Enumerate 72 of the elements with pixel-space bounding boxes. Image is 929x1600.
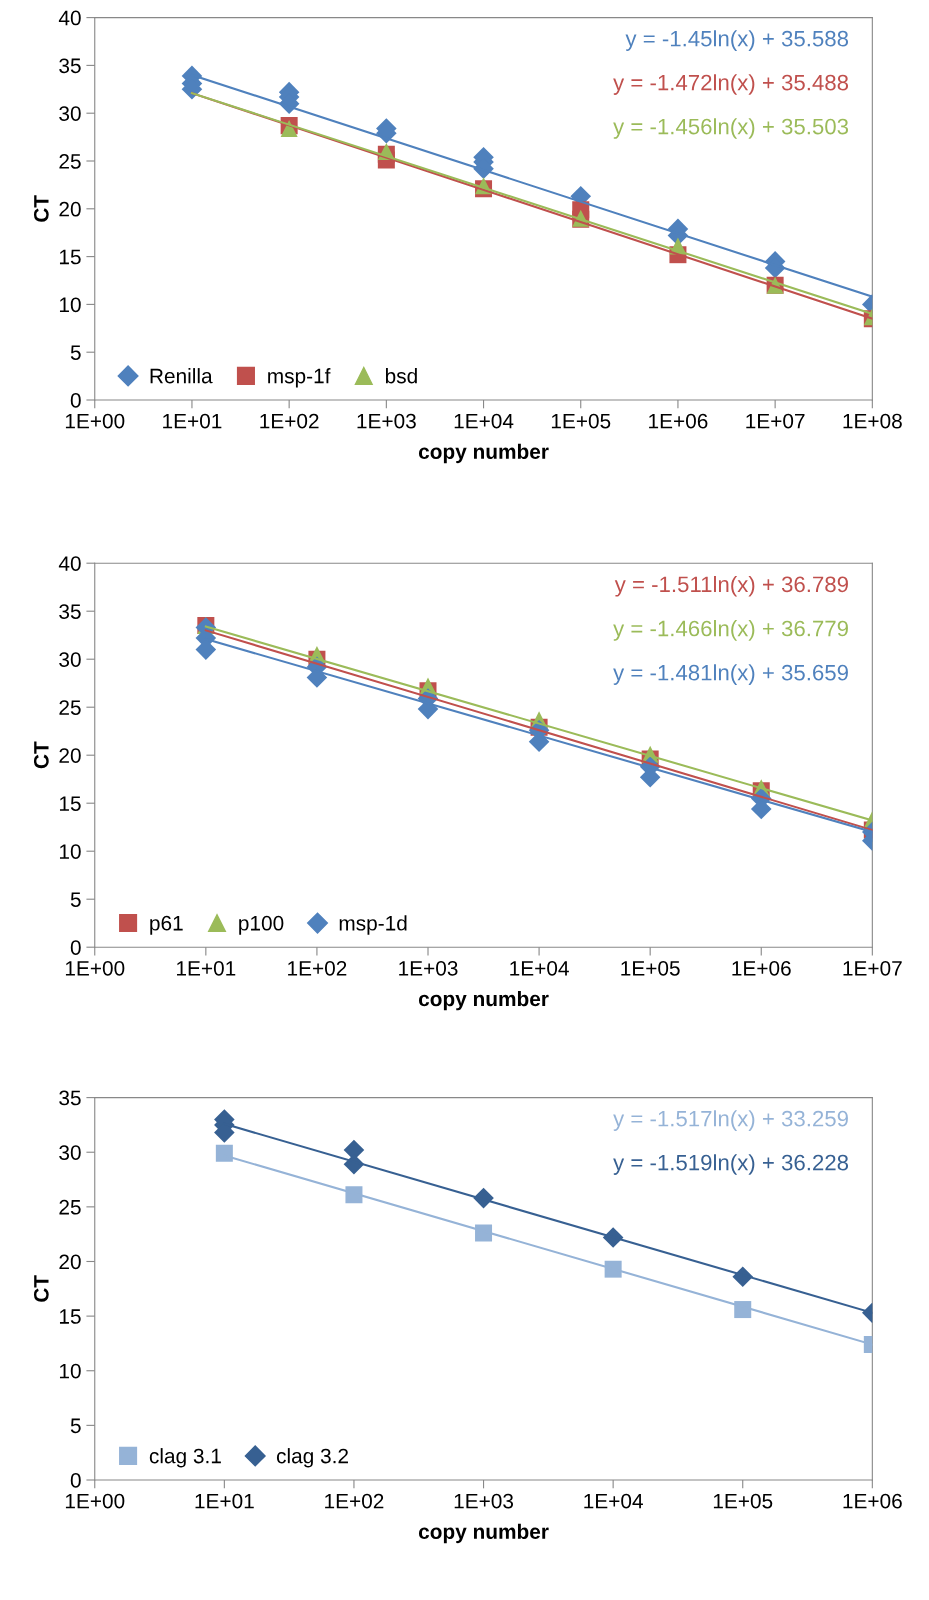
- x-tick-label: 1E+05: [621, 960, 680, 976]
- y-tick-label: 35: [59, 58, 81, 74]
- x-tick-label: 1E+02: [260, 413, 319, 429]
- annotation: y = -1.456ln(x) + 35.503: [613, 118, 849, 139]
- x-tick-label: 1E+00: [65, 413, 125, 429]
- y-tick-label: 25: [59, 154, 81, 169]
- x-tick-label: 1E+04: [510, 960, 569, 976]
- y-tick-label: 25: [59, 1199, 81, 1215]
- y-tick-label: 10: [59, 844, 81, 859]
- legend-label: bsd: [385, 368, 417, 384]
- x-axis-title: copy number: [418, 1523, 549, 1544]
- y-tick-label: 15: [59, 796, 81, 811]
- legend-label: p100: [239, 915, 284, 935]
- x-tick-label: 1E+04: [454, 413, 514, 429]
- legend-label: msp-1d: [339, 915, 407, 935]
- y-tick-label: 30: [59, 652, 81, 667]
- y-tick-label: 15: [59, 249, 81, 265]
- y-tick-label: 0: [70, 1473, 81, 1488]
- x-tick-label: 1E+06: [843, 1493, 902, 1509]
- x-tick-label: 1E+08: [843, 413, 902, 429]
- y-tick-label: 35: [59, 1090, 81, 1106]
- x-axis-title: copy number: [418, 990, 549, 1011]
- y-tick-label: 15: [59, 1309, 81, 1324]
- annotation: y = -1.511ln(x) + 36.789: [614, 575, 848, 597]
- x-tick-label: 1E+06: [732, 960, 791, 976]
- y-tick-label: 20: [59, 201, 81, 217]
- x-tick-label: 1E+04: [584, 1493, 643, 1509]
- x-tick-label: 1E+03: [357, 413, 416, 429]
- x-tick-label: 1E+01: [177, 960, 236, 976]
- y-axis-title: CT: [33, 741, 49, 769]
- x-tick-label: 1E+00: [65, 1493, 125, 1509]
- annotation: y = -1.466ln(x) + 36.779: [613, 620, 848, 641]
- x-tick-label: 1E+02: [325, 1493, 384, 1509]
- annotation: y = -1.481ln(x) + 35.659: [613, 664, 848, 685]
- x-tick-label: 1E+05: [713, 1493, 773, 1509]
- y-tick-label: 20: [59, 748, 81, 763]
- legend-label: clag 3.1: [149, 1448, 221, 1468]
- annotation: y = -1.472ln(x) + 35.488: [613, 74, 849, 95]
- y-tick-label: 40: [58, 10, 81, 26]
- y-tick-label: 30: [59, 106, 81, 121]
- y-tick-label: 0: [70, 940, 81, 955]
- x-tick-label: 1E+01: [163, 413, 222, 429]
- x-tick-label: 1E+07: [746, 413, 805, 429]
- y-tick-label: 5: [70, 1418, 81, 1434]
- x-tick-label: 1E+03: [399, 960, 458, 976]
- legend-label: p61: [150, 915, 183, 935]
- y-axis-title: CT: [33, 1275, 49, 1302]
- annotation: y = -1.519ln(x) + 36.228: [613, 1154, 849, 1175]
- legend-label: clag 3.2: [276, 1448, 348, 1468]
- y-axis-title: CT: [33, 195, 49, 222]
- x-tick-label: 1E+06: [649, 413, 708, 429]
- x-tick-label: 1E+02: [288, 960, 347, 976]
- y-tick-label: 25: [59, 700, 81, 715]
- y-tick-label: 35: [59, 604, 81, 619]
- y-tick-label: 30: [59, 1145, 81, 1160]
- x-tick-label: 1E+00: [65, 960, 125, 976]
- y-tick-label: 0: [70, 393, 81, 408]
- x-tick-label: 1E+03: [454, 1493, 514, 1509]
- y-tick-label: 5: [70, 345, 81, 360]
- x-tick-label: 1E+05: [551, 413, 611, 429]
- y-tick-label: 40: [58, 556, 81, 571]
- y-tick-label: 20: [59, 1254, 81, 1270]
- legend-label: Renilla: [150, 368, 213, 384]
- annotation: y = -1.517ln(x) + 33.259: [613, 1110, 848, 1131]
- annotation: y = -1.45ln(x) + 35.588: [625, 30, 849, 51]
- y-tick-label: 10: [59, 1363, 81, 1379]
- x-axis-title: copy number: [418, 443, 549, 464]
- x-tick-label: 1E+07: [843, 960, 902, 976]
- y-tick-label: 10: [59, 297, 81, 313]
- legend-label: msp-1f: [268, 368, 331, 388]
- x-tick-label: 1E+01: [195, 1493, 254, 1509]
- y-tick-label: 5: [70, 892, 81, 907]
